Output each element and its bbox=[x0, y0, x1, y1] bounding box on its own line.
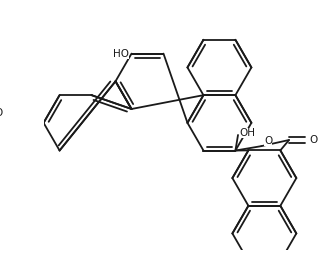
Text: O: O bbox=[0, 108, 3, 118]
Text: OH: OH bbox=[240, 128, 256, 138]
Text: O: O bbox=[264, 136, 272, 146]
Text: HO: HO bbox=[113, 49, 129, 59]
Text: O: O bbox=[309, 135, 317, 145]
